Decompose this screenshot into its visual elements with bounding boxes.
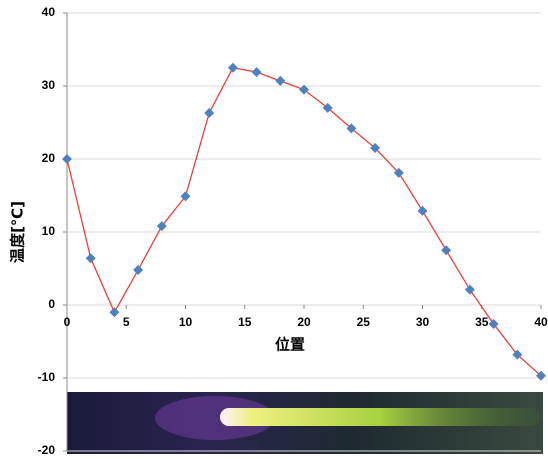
data-point — [322, 102, 333, 113]
y-tick-label: 30 — [42, 78, 56, 92]
data-point — [133, 264, 144, 275]
data-point — [346, 123, 357, 134]
data-point — [204, 108, 215, 119]
y-tick-label: 20 — [42, 151, 56, 165]
x-tick-label: 35 — [475, 315, 489, 329]
data-point — [370, 143, 381, 154]
data-point — [109, 307, 120, 318]
data-point — [85, 253, 96, 264]
x-tick-label: 5 — [123, 315, 130, 329]
data-point — [251, 67, 262, 78]
y-tick-label: -20 — [38, 443, 56, 457]
data-point — [488, 318, 499, 329]
data-point — [299, 84, 309, 95]
data-point — [393, 167, 404, 178]
data-point — [536, 370, 546, 381]
x-tick-label: 25 — [357, 315, 371, 329]
data-point — [156, 221, 167, 232]
y-tick-label: 10 — [42, 224, 56, 238]
data-point — [180, 191, 191, 202]
data-point — [464, 284, 475, 295]
x-tick-label: 20 — [297, 315, 311, 329]
data-point — [227, 62, 238, 73]
x-tick-label: 15 — [238, 315, 252, 329]
series-line — [66, 67, 542, 377]
data-point — [417, 205, 428, 216]
data-point — [512, 349, 523, 360]
x-tick-label: 10 — [179, 315, 193, 329]
x-tick-label: 30 — [416, 315, 430, 329]
x-tick-label: 40 — [534, 315, 548, 329]
x-tick-label: 0 — [64, 315, 71, 329]
y-tick-label: 40 — [42, 5, 56, 19]
data-point — [275, 75, 286, 86]
y-tick-label: -10 — [38, 370, 56, 384]
y-tick-label: 0 — [48, 297, 55, 311]
thermal-image — [67, 392, 543, 454]
x-axis-label: 位置 — [275, 336, 305, 354]
data-point — [441, 245, 452, 256]
y-axis-label: 温度[℃] — [9, 201, 27, 263]
data-point — [62, 154, 72, 164]
